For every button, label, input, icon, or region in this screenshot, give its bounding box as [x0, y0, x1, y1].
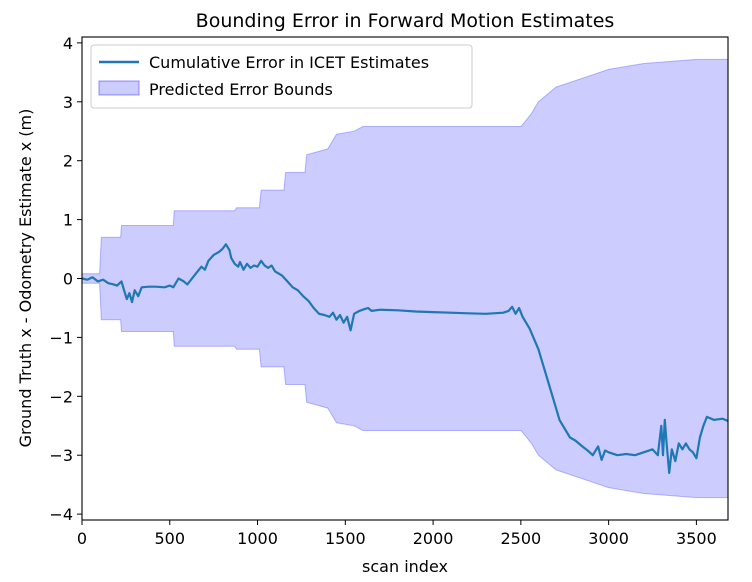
y-tick-label: −4: [49, 505, 73, 524]
legend-band-label: Predicted Error Bounds: [149, 80, 333, 99]
x-axis-label: scan index: [362, 557, 448, 576]
y-tick-label: 4: [63, 34, 73, 53]
cumulative-error-line: [81, 243, 729, 474]
chart-title: Bounding Error in Forward Motion Estimat…: [196, 10, 615, 32]
legend-line-label: Cumulative Error in ICET Estimates: [149, 53, 429, 72]
y-axis-label: Ground Truth x - Odometry Estimate x (m): [16, 109, 35, 448]
y-tick-label: −3: [49, 446, 73, 465]
y-axis-ticks: −4 −3 −2 −1 0 1 2 3 4: [49, 34, 82, 524]
x-tick-label: 2500: [500, 529, 541, 548]
legend-band-swatch: [98, 80, 140, 96]
x-tick-label: 500: [154, 529, 185, 548]
x-tick-label: 0: [77, 529, 87, 548]
y-tick-label: 0: [63, 270, 73, 289]
y-tick-label: 1: [63, 211, 73, 230]
plot-area: [81, 36, 729, 521]
legend: Cumulative Error in ICET Estimates Predi…: [90, 44, 473, 109]
x-tick-label: 1000: [237, 529, 278, 548]
legend-frame: [90, 44, 473, 109]
x-tick-label: 2000: [413, 529, 454, 548]
x-tick-label: 3500: [676, 529, 717, 548]
y-tick-label: −1: [49, 328, 73, 347]
x-tick-label: 1500: [325, 529, 366, 548]
y-tick-label: 2: [63, 152, 73, 171]
x-axis-ticks: 0 500 1000 1500 2000 2500 3000 3500: [77, 520, 717, 548]
y-tick-label: 3: [63, 93, 73, 112]
x-tick-label: 3000: [588, 529, 629, 548]
y-tick-label: −2: [49, 387, 73, 406]
